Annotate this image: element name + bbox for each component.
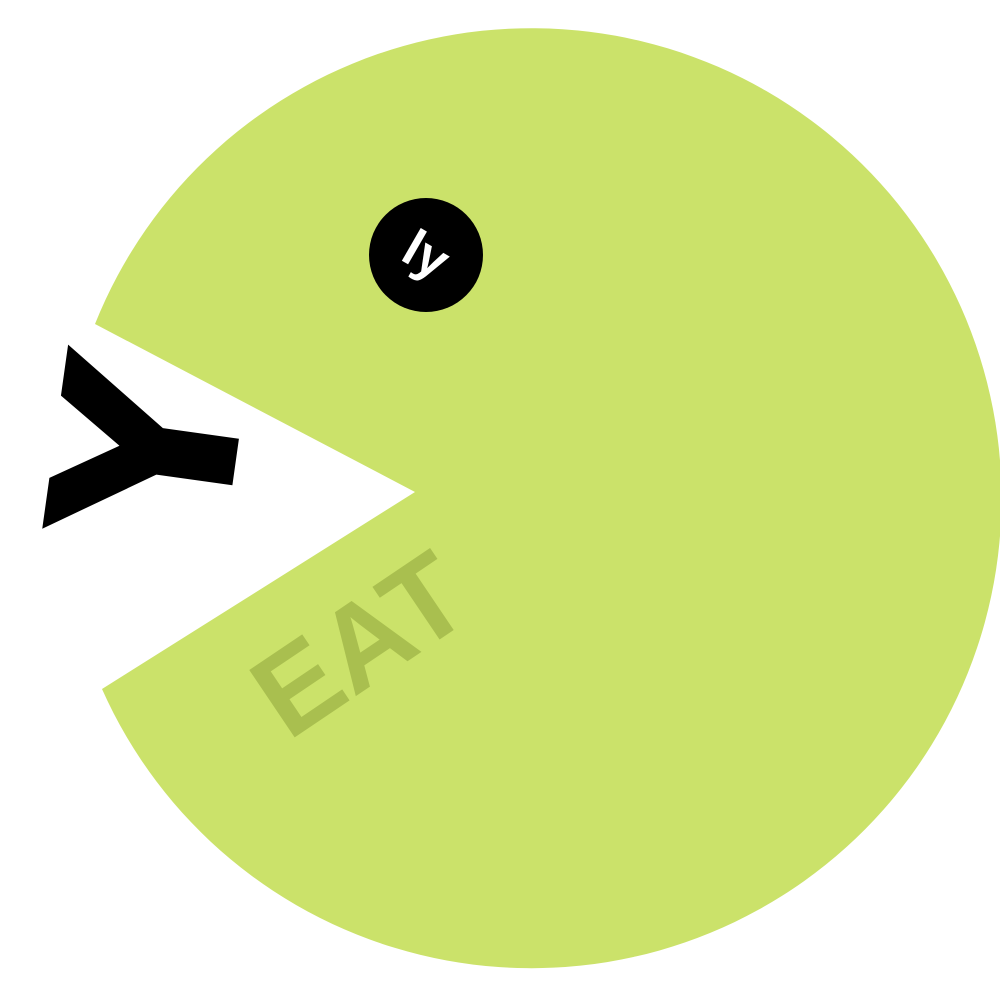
pacman-eye (369, 198, 483, 312)
pacman-body (95, 28, 1000, 969)
eaten-letter: Y (0, 337, 307, 563)
